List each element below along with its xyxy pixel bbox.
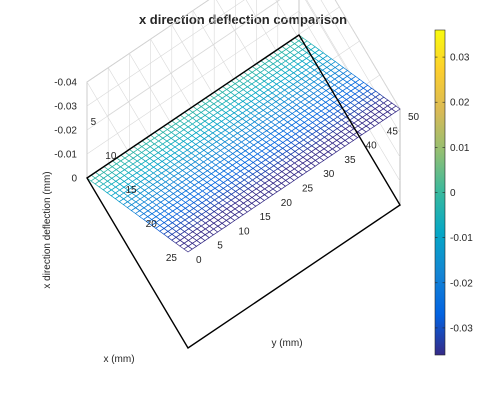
- z-tick-label: 0: [71, 174, 77, 185]
- colorbar-tick-label: -0.03: [450, 323, 473, 334]
- x-tick-label: 25: [166, 253, 178, 264]
- y-tick-label: 5: [217, 241, 223, 252]
- y-tick-label: 0: [196, 255, 202, 266]
- y-tick-label: 30: [323, 169, 335, 180]
- z-tick-label: -0.03: [54, 102, 77, 113]
- x-tick-label: 15: [125, 185, 137, 196]
- z-tick-label: -0.01: [54, 150, 77, 161]
- wall-grid-z: [334, 0, 401, 110]
- axis-ticks: 0 -0.01 -0.02 -0.03 -0.04 5 10 15 20 25 0 5 10 15 20 25…: [54, 78, 419, 267]
- x-tick-label: 20: [146, 219, 158, 230]
- x-axis-label: x (mm): [103, 354, 134, 365]
- reference-plane-outline: [86, 34, 401, 349]
- z-tick-label: -0.04: [54, 78, 77, 89]
- x-tick-label: 5: [91, 117, 97, 128]
- colorbar: 0.03 0.02 0.01 0 -0.01 -0.02 -0.03: [434, 29, 473, 356]
- y-axis-label: y (mm): [271, 338, 302, 349]
- colorbar-tick-label: 0.02: [450, 98, 470, 109]
- surface-cell: [391, 105, 401, 113]
- y-tick-label: 50: [408, 112, 420, 123]
- y-tick-label: 20: [281, 198, 293, 209]
- y-tick-label: 45: [387, 126, 399, 137]
- chart-title: x direction deflection comparison: [139, 12, 347, 27]
- colorbar-tick-label: 0: [450, 188, 456, 199]
- surface-mesh: [86, 34, 401, 253]
- y-tick-label: 25: [302, 184, 314, 195]
- x-tick-label: 10: [105, 151, 117, 162]
- y-tick-label: 10: [238, 226, 250, 237]
- colorbar-tick-label: -0.02: [450, 278, 473, 289]
- y-tick-label: 15: [260, 212, 272, 223]
- z-tick-label: -0.02: [54, 126, 77, 137]
- colorbar-tick-label: 0.01: [450, 143, 470, 154]
- y-tick-label: 40: [366, 141, 378, 152]
- y-tick-label: 35: [344, 155, 356, 166]
- reference-plane: [86, 34, 401, 349]
- colorbar-tick-label: -0.01: [450, 233, 473, 244]
- colorbar-tick-label: 0.03: [450, 53, 470, 64]
- z-axis-label: x direction deflection (mm): [42, 171, 53, 288]
